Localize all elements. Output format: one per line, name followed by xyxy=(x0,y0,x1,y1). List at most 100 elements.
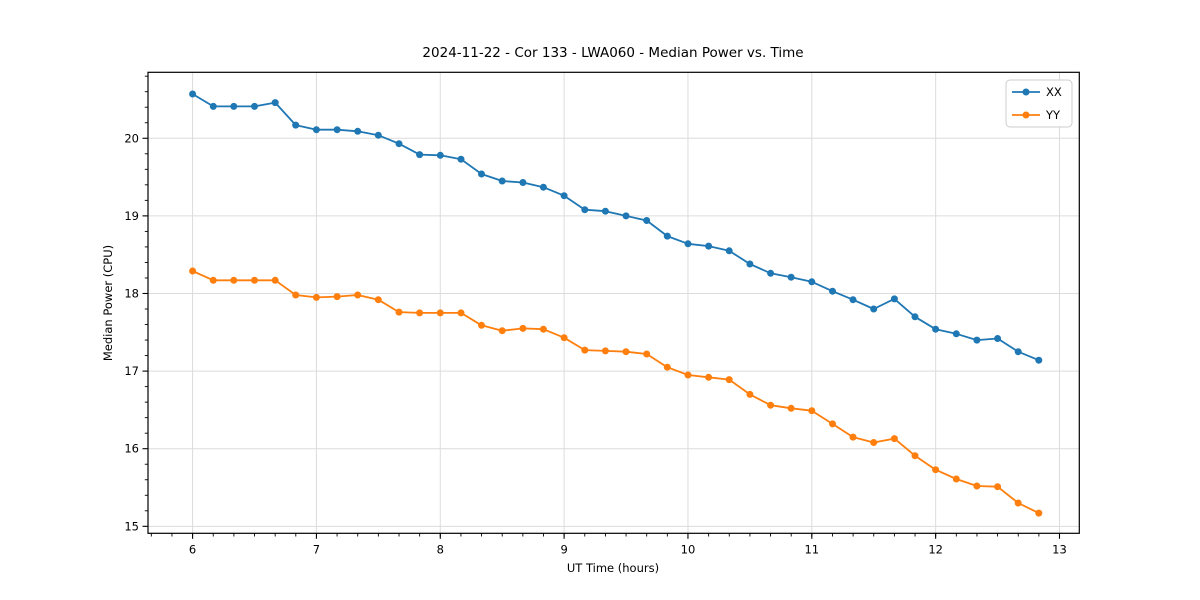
data-point-XX xyxy=(581,206,589,214)
data-point-YY xyxy=(374,296,382,304)
data-point-YY xyxy=(271,276,279,284)
data-point-XX xyxy=(911,313,919,321)
y-tick-label: 16 xyxy=(124,442,139,456)
grid-layer xyxy=(148,72,1080,534)
x-tick-label: 9 xyxy=(560,542,567,556)
legend-entry-xx: XX xyxy=(1012,85,1062,99)
data-point-XX xyxy=(416,151,424,159)
legend-box xyxy=(1005,79,1073,128)
data-point-XX xyxy=(746,260,754,268)
data-point-YY xyxy=(251,276,258,284)
data-point-XX xyxy=(622,212,630,220)
data-point-YY xyxy=(787,404,795,412)
data-point-YY xyxy=(746,390,754,398)
data-point-XX xyxy=(684,240,692,248)
x-tick-label: 7 xyxy=(313,542,320,556)
data-point-YY xyxy=(416,309,424,317)
data-point-YY xyxy=(684,371,692,379)
data-point-YY xyxy=(230,276,238,284)
data-point-XX xyxy=(312,126,320,134)
data-point-YY xyxy=(890,435,898,443)
data-point-XX xyxy=(808,278,816,286)
y-tick-label: 17 xyxy=(124,364,139,378)
data-point-XX xyxy=(767,269,775,277)
data-point-XX xyxy=(1035,356,1043,364)
data-point-XX xyxy=(932,325,940,333)
data-point-XX xyxy=(890,295,898,303)
x-tick-label: 13 xyxy=(1052,542,1067,556)
data-point-YY xyxy=(189,267,197,275)
legend-marker-1 xyxy=(1022,111,1030,119)
data-point-YY xyxy=(952,475,960,483)
data-point-YY xyxy=(436,309,444,317)
data-point-XX xyxy=(478,170,485,178)
data-point-YY xyxy=(643,350,651,358)
data-point-XX xyxy=(560,192,568,200)
data-point-XX xyxy=(663,232,671,240)
data-point-YY xyxy=(478,321,485,329)
data-point-XX xyxy=(251,102,258,110)
data-point-YY xyxy=(354,291,362,299)
data-point-XX xyxy=(870,305,878,313)
data-point-XX xyxy=(230,102,238,110)
data-point-YY xyxy=(539,325,547,333)
data-point-YY xyxy=(994,483,1002,491)
data-point-YY xyxy=(808,407,816,415)
data-point-YY xyxy=(292,291,300,299)
data-point-XX xyxy=(705,242,713,250)
data-point-YY xyxy=(705,373,713,381)
data-point-XX xyxy=(725,247,733,255)
data-point-XX xyxy=(519,179,527,186)
data-point-YY xyxy=(767,401,775,409)
data-point-XX xyxy=(973,336,981,344)
x-tick-label: 10 xyxy=(681,542,696,556)
y-axis-label: Median Power (CPU) xyxy=(101,245,115,361)
data-point-YY xyxy=(932,466,940,474)
data-point-YY xyxy=(725,376,733,384)
data-point-YY xyxy=(911,452,919,460)
data-point-YY xyxy=(663,363,671,371)
data-point-YY xyxy=(209,276,217,284)
data-point-XX xyxy=(292,121,300,129)
x-axis-label: UT Time (hours) xyxy=(567,561,659,575)
data-point-XX xyxy=(436,151,444,159)
data-point-YY xyxy=(333,293,341,301)
data-point-YY xyxy=(519,324,527,332)
y-tick-label: 18 xyxy=(124,286,139,300)
legend-label-1: YY xyxy=(1045,108,1061,122)
data-point-XX xyxy=(1014,348,1022,356)
x-tick-label: 8 xyxy=(437,542,444,556)
data-point-YY xyxy=(312,293,320,301)
legend-marker-0 xyxy=(1022,88,1030,96)
series-line-XX xyxy=(191,93,1040,362)
y-tick-label: 19 xyxy=(124,209,139,223)
data-point-YY xyxy=(1014,499,1022,507)
x-tick-label: 12 xyxy=(928,542,943,556)
series-line-YY xyxy=(191,270,1040,514)
data-point-XX xyxy=(601,207,609,215)
data-point-XX xyxy=(498,177,506,185)
y-tick-label: 15 xyxy=(124,519,139,533)
data-point-YY xyxy=(1035,509,1043,517)
data-point-YY xyxy=(498,327,506,335)
legend: XX YY xyxy=(1005,79,1073,128)
data-point-YY xyxy=(560,334,568,342)
data-point-YY xyxy=(849,433,857,441)
data-point-YY xyxy=(622,348,630,356)
x-tick-label: 11 xyxy=(804,542,819,556)
axes-layer: 6 7 8 9 10 11 12 13 15 16 17 18 19 20 xyxy=(124,71,1080,556)
x-tick-label: 6 xyxy=(189,542,196,556)
y-tick-label: 20 xyxy=(124,131,139,145)
data-point-XX xyxy=(994,335,1002,342)
data-point-YY xyxy=(457,309,465,317)
data-point-YY xyxy=(581,346,589,354)
data-point-XX xyxy=(354,127,362,135)
data-point-XX xyxy=(209,102,217,110)
data-point-XX xyxy=(374,131,382,139)
data-point-XX xyxy=(952,330,960,338)
data-point-XX xyxy=(829,287,836,295)
legend-label-0: XX xyxy=(1046,85,1062,99)
data-point-XX xyxy=(395,140,403,148)
chart-title: 2024-11-22 - Cor 133 - LWA060 - Median P… xyxy=(422,45,803,61)
